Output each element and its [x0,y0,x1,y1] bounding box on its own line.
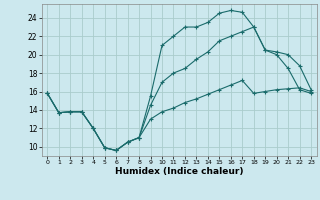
X-axis label: Humidex (Indice chaleur): Humidex (Indice chaleur) [115,167,244,176]
